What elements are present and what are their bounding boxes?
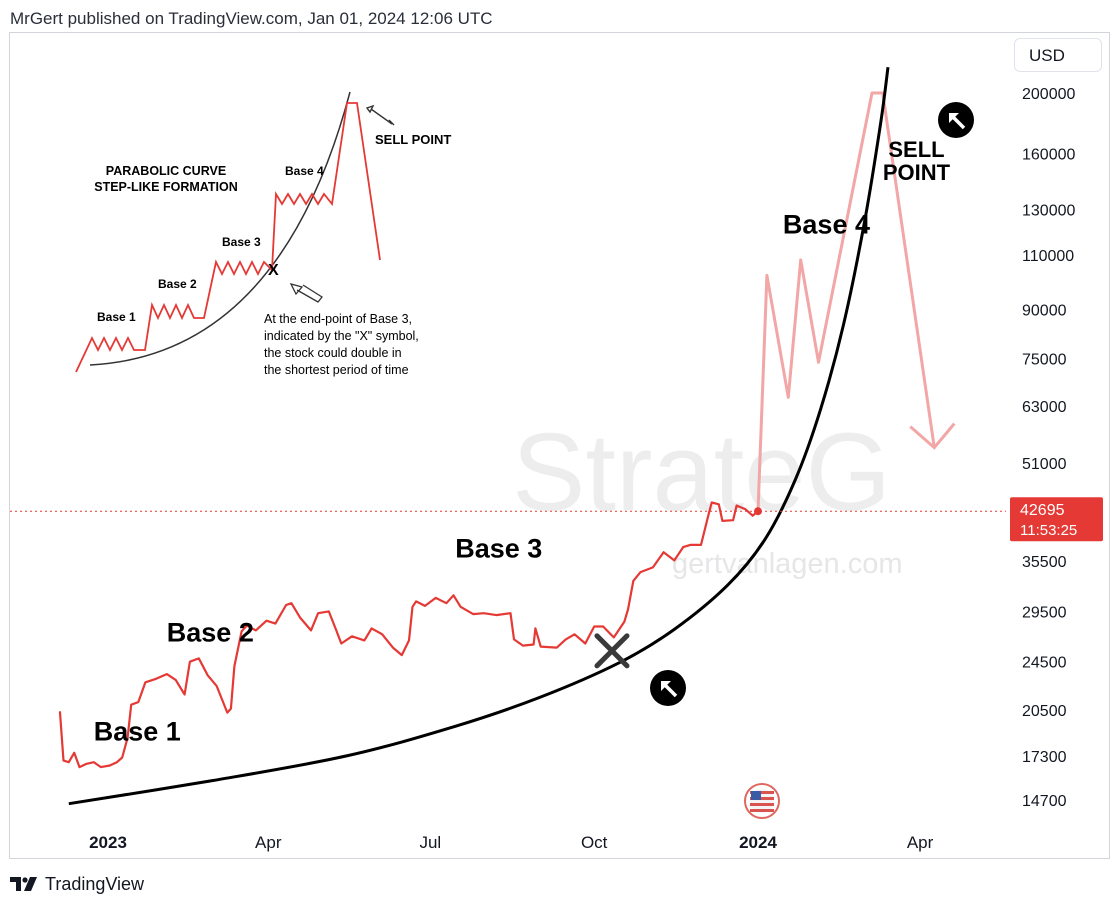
inset-parabolic-curve xyxy=(89,91,351,366)
annotation-base-2: Base 2 xyxy=(167,617,254,647)
y-tick-label: 130000 xyxy=(1022,203,1075,220)
chart-frame xyxy=(9,32,1110,859)
flag-stripe xyxy=(750,791,774,794)
inset-note-line: indicated by the "X" symbol, xyxy=(264,329,419,343)
inset-step-formation-line xyxy=(75,102,381,373)
projection-arrowhead xyxy=(909,422,956,450)
x-tick-label: 2023 xyxy=(89,833,127,852)
last-price-tag-bg xyxy=(1010,497,1103,542)
flag-stripe xyxy=(750,809,774,812)
annotation-base-3: Base 3 xyxy=(455,533,542,563)
inset-sell-arrow-icon xyxy=(365,104,395,126)
up-left-arrow-badge-icon xyxy=(650,670,686,706)
inset-base-label: Base 4 xyxy=(285,164,324,178)
inset-title-line-1: PARABOLIC CURVE xyxy=(106,164,226,178)
badge-arrow-shaft xyxy=(662,682,678,698)
inset-base-label: Base 2 xyxy=(158,277,197,291)
last-price-countdown: 11:53:25 xyxy=(1020,522,1077,539)
y-tick-label: 200000 xyxy=(1022,86,1075,103)
last-price-dot xyxy=(754,507,762,516)
inset-base-label: Base 1 xyxy=(97,310,136,324)
publish-byline: MrGert published on TradingView.com, Jan… xyxy=(10,9,493,28)
watermark-url: gertvanlagen.com xyxy=(672,548,903,580)
inset-x-arrow-icon xyxy=(289,282,323,303)
last-price-value: 42695 xyxy=(1020,502,1065,519)
x-tick-label: Oct xyxy=(581,833,608,852)
y-tick-label: 51000 xyxy=(1022,456,1067,473)
y-tick-label: 24500 xyxy=(1022,655,1067,672)
flag-stripe xyxy=(750,803,774,806)
x-tick-label: Apr xyxy=(907,833,934,852)
inset-note-line: At the end-point of Base 3, xyxy=(264,312,412,326)
footer-brand: TradingView xyxy=(45,873,145,894)
inset-title-line-2: STEP-LIKE FORMATION xyxy=(94,180,238,194)
y-tick-label: 160000 xyxy=(1022,146,1075,163)
y-tick-label: 75000 xyxy=(1022,352,1067,369)
x-tick-label: Apr xyxy=(255,833,282,852)
x-marker-icon xyxy=(594,633,630,669)
inset-base-label: Base 3 xyxy=(222,235,261,249)
price-line xyxy=(58,501,759,769)
y-tick-label: 17300 xyxy=(1022,749,1067,766)
projection-path xyxy=(756,91,936,512)
tradingview-footer[interactable]: TradingView xyxy=(10,872,144,896)
badge-arrow-shaft xyxy=(950,114,966,130)
watermark-logo: StrateG xyxy=(512,411,891,534)
x-tick-label: Jul xyxy=(419,833,441,852)
currency-button[interactable]: USD xyxy=(1014,38,1102,72)
inset-x-symbol: X xyxy=(268,262,279,279)
y-tick-label: 14700 xyxy=(1022,793,1067,810)
sell-arrow-badge-icon xyxy=(938,102,974,138)
us-flag-event-icon xyxy=(744,783,780,819)
inset-sell-point-label: SELL POINT xyxy=(375,132,451,147)
flag-canton xyxy=(751,791,761,800)
last-price-tag: 42695 11:53:25 xyxy=(1010,497,1103,542)
annotation-sell: SELL xyxy=(888,137,944,162)
flag-stripe xyxy=(750,797,774,800)
y-tick-label: 63000 xyxy=(1022,399,1067,416)
y-tick-label: 90000 xyxy=(1022,302,1067,319)
y-tick-label: 20500 xyxy=(1022,703,1067,720)
annotation-base-4: Base 4 xyxy=(783,210,870,240)
tradingview-logo-icon xyxy=(10,877,37,891)
annotation-base-1: Base 1 xyxy=(94,717,181,747)
inset-note-line: the stock could double in xyxy=(264,346,402,360)
y-tick-label: 110000 xyxy=(1022,248,1074,265)
inset-note-line: the shortest period of time xyxy=(264,363,409,377)
parabolic-curve xyxy=(68,67,890,806)
x-tick-label: 2024 xyxy=(739,833,777,852)
annotation-point: POINT xyxy=(883,160,951,185)
y-tick-label: 29500 xyxy=(1022,604,1067,621)
y-tick-label: 35500 xyxy=(1022,554,1067,571)
